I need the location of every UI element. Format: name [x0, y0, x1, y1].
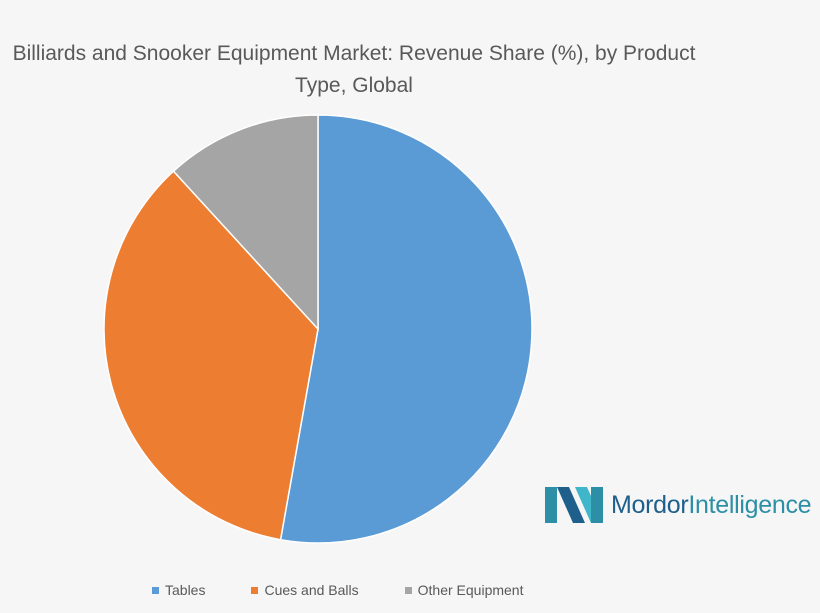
legend-swatch	[251, 586, 259, 594]
legend: Tables Cues and Balls Other Equipment	[152, 582, 569, 598]
legend-label: Other Equipment	[417, 582, 524, 598]
legend-item-tables: Tables	[152, 582, 205, 598]
pie-slice-other-equipment	[172, 114, 319, 331]
legend-item-cues-and-balls: Cues and Balls	[251, 582, 359, 598]
legend-swatch	[404, 586, 412, 594]
pie-slice-tables	[279, 114, 533, 544]
logo-mark-icon	[545, 487, 603, 523]
pie-slice-cues-and-balls	[103, 170, 319, 541]
legend-label: Tables	[165, 582, 206, 598]
legend-item-other-equipment: Other Equipment	[404, 582, 524, 598]
logo-text-mordor: Mordor	[611, 490, 689, 519]
legend-label: Cues and Balls	[264, 582, 359, 598]
legend-swatch	[152, 586, 159, 594]
logo-text-intelligence: Intelligence	[688, 490, 812, 519]
mordor-intelligence-logo: MordorIntelligence	[545, 487, 812, 523]
chart-title: Billiards and Snooker Equipment Market: …	[12, 42, 696, 97]
